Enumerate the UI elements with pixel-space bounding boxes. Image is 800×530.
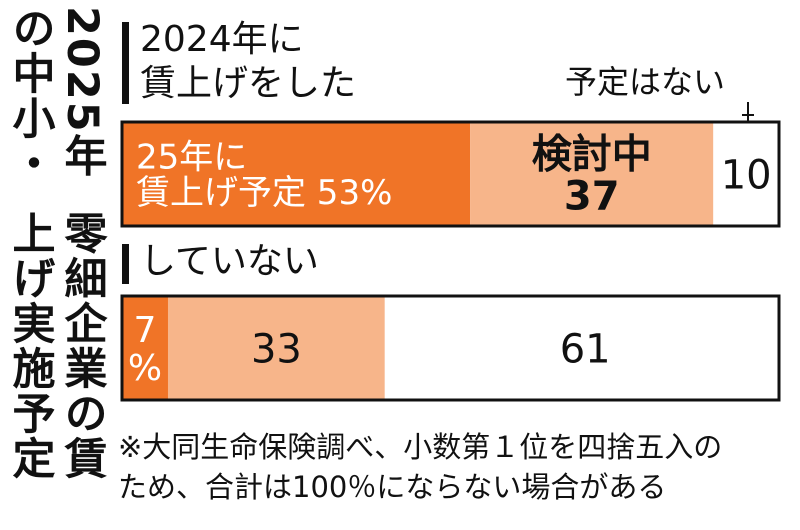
chart-title-line-2: 零細企業の賃上げ実施予定 (5, 211, 107, 482)
bar-segment-0-1 (470, 122, 714, 226)
data-label-0-1: 検討中 37 (532, 131, 652, 219)
bar-segment-0-0 (122, 122, 471, 226)
group-marker-2024 (122, 22, 129, 104)
bar-outline-0 (120, 120, 781, 228)
bar-segment-0-2 (713, 122, 779, 226)
data-label-1-2: 61 (560, 326, 611, 372)
group-marker-not (122, 244, 129, 284)
bar-segment-1-2 (384, 296, 786, 400)
annotation-leader-h (742, 114, 754, 116)
bar-segment-1-0 (122, 296, 168, 400)
data-label-1-1: 33 (251, 326, 302, 372)
chart-title-line-1: 2025年の中小・ (5, 6, 107, 186)
annotation-no-plan: 予定はない (565, 63, 726, 101)
bar-segment-1-1 (167, 296, 385, 400)
chart-title: 2025年の中小・ 零細企業の賃上げ実施予定 (4, 6, 108, 526)
data-label-0-0: 25年に賃上げ予定 53% (136, 137, 392, 213)
bar-outline-1 (120, 294, 781, 402)
data-label-0-2: 10 (721, 152, 772, 198)
source-note: ※大同生命保険調べ、小数第１位を四捨五入の ため、合計は100％にならない場合が… (118, 427, 798, 507)
data-label-1-0: 7% (128, 310, 162, 389)
source-note-line-2: ため、合計は100％にならない場合がある (118, 470, 667, 504)
source-note-line-1: ※大同生命保険調べ、小数第１位を四捨五入の (118, 430, 723, 464)
group-label-2024: 2024年に 賃上げをした (140, 19, 357, 104)
group-label-not: していない (140, 241, 319, 282)
